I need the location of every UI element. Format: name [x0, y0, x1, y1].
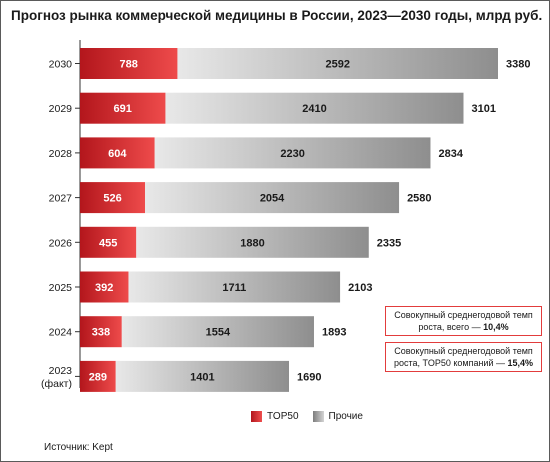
y-tick-label: 2027: [49, 193, 73, 205]
bar-other: [177, 48, 499, 79]
note-cagr-top50: Совокупный среднегодовой темп роста, TOP…: [385, 342, 542, 372]
legend: TOP50 Прочие: [251, 409, 363, 423]
bar-top50: [80, 92, 166, 124]
legend-swatch-top50: [251, 410, 262, 422]
legend-swatch-other: [312, 410, 324, 422]
data-label-top50: 455: [99, 237, 117, 249]
y-tick-label: 2023 (факт): [41, 365, 72, 390]
data-label-other: 1554: [206, 327, 231, 339]
data-label-other: 2592: [325, 59, 349, 71]
note-cagr-top50-value: 15,4%: [507, 358, 534, 368]
data-label-total: 3380: [506, 59, 530, 71]
data-label-total: 2103: [348, 282, 372, 294]
bar-top50: [80, 271, 129, 303]
data-label-top50: 691: [114, 103, 132, 115]
data-label-total: 3101: [471, 103, 495, 115]
data-label-top50: 289: [89, 371, 107, 383]
data-label-total: 2580: [407, 193, 431, 205]
bar-other: [165, 92, 464, 124]
data-label-other: 2410: [302, 103, 326, 115]
note-cagr-total-line1: Совокупный среднегодовой темп: [394, 310, 533, 320]
note-cagr-top50-line1: Совокупный среднегодовой темп: [394, 346, 533, 356]
bar-other: [145, 182, 400, 214]
note-cagr-total-value: 10,4%: [483, 322, 509, 332]
legend-label-top50: TOP50: [267, 410, 299, 422]
bar-other: [136, 226, 369, 258]
source-note: Источник: Kept: [44, 442, 113, 453]
bar-top50: [80, 48, 178, 79]
note-cagr-top50-line2: роста, TOP50 компаний — 15,4%: [393, 358, 534, 368]
data-label-total: 1690: [297, 371, 321, 383]
chart-title: Прогноз рынка коммерческой медицины в Ро…: [11, 8, 543, 23]
bar-top50: [80, 137, 155, 169]
bar-top50: [80, 182, 146, 214]
y-tick-label: 2030: [49, 59, 73, 71]
note-cagr-total: Совокупный среднегодовой темп роста, все…: [385, 306, 542, 336]
data-label-other: 2230: [280, 148, 304, 160]
data-label-other: 1880: [240, 237, 264, 249]
legend-label-other: Прочие: [328, 410, 363, 422]
bar-top50: [80, 226, 137, 258]
data-label-other: 2054: [260, 193, 285, 205]
data-label-top50: 338: [92, 327, 110, 339]
data-label-top50: 788: [120, 59, 138, 71]
y-tick-label: 2028: [49, 148, 73, 160]
note-cagr-total-line2: роста, всего — 10,4%: [418, 322, 509, 332]
bar-other: [128, 271, 341, 303]
data-label-top50: 604: [108, 148, 127, 160]
y-tick-label: 2024: [49, 327, 73, 339]
y-tick-label: 2026: [49, 237, 73, 249]
y-tick-label: 2025: [49, 282, 73, 294]
bar-top50: [80, 360, 116, 392]
data-label-total: 2335: [377, 237, 401, 249]
data-label-other: 1401: [190, 371, 214, 383]
bar-top50: [80, 316, 122, 348]
y-tick-label: 2029: [49, 103, 73, 115]
data-label-total: 2834: [438, 148, 463, 160]
bar-other: [154, 137, 431, 169]
data-label-top50: 526: [103, 193, 121, 205]
data-label-other: 1711: [222, 282, 246, 294]
bar-other: [121, 316, 314, 348]
bar-other: [115, 360, 289, 392]
data-label-top50: 392: [95, 282, 113, 294]
data-label-total: 1893: [322, 327, 346, 339]
